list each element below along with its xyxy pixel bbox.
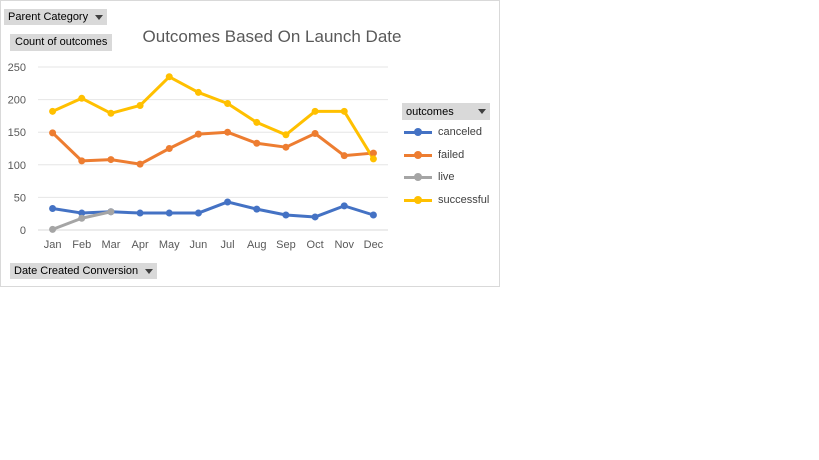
x-tick-label: Apr: [132, 239, 149, 251]
x-tick-label: Dec: [364, 239, 384, 251]
data-point-canceled: [369, 211, 377, 219]
data-point-failed: [369, 149, 377, 157]
y-tick-label: 100: [8, 160, 26, 172]
legend-label: live: [438, 171, 455, 183]
data-point-failed: [194, 130, 202, 138]
legend-item-live: live: [404, 169, 455, 185]
data-point-successful: [107, 109, 115, 117]
parent-category-label: Parent Category: [8, 11, 89, 23]
data-point-canceled: [78, 209, 86, 217]
series-line-failed: [51, 130, 375, 166]
outcomes-legend-label: outcomes: [406, 105, 454, 118]
x-tick-label: Feb: [72, 239, 91, 251]
legend-label: canceled: [438, 126, 483, 138]
legend-swatch-icon: [404, 169, 432, 185]
data-point-failed: [78, 157, 86, 165]
legend-swatch-icon: [404, 124, 432, 140]
data-point-canceled: [311, 213, 319, 221]
data-point-successful: [311, 107, 319, 115]
x-tick-label: Jan: [44, 239, 62, 251]
data-point-failed: [253, 139, 261, 147]
legend-swatch-icon: [404, 192, 432, 208]
line-chart: Outcomes Based On Launch Date 0 50 100 150 2…: [8, 27, 402, 251]
data-point-failed: [311, 130, 319, 138]
data-point-canceled: [49, 204, 57, 212]
outcomes-legend-filter-button[interactable]: outcomes: [402, 103, 490, 120]
legend-item-canceled: canceled: [404, 124, 482, 140]
data-point-canceled: [194, 209, 202, 217]
data-point-successful: [165, 73, 173, 81]
data-point-successful: [340, 107, 348, 115]
date-created-label: Date Created Conversion: [14, 265, 139, 277]
data-point-failed: [136, 160, 144, 168]
data-point-successful: [194, 88, 202, 96]
data-point-failed: [340, 152, 348, 160]
parent-category-filter-button[interactable]: Parent Category: [4, 9, 108, 25]
y-tick-label: 50: [14, 192, 26, 204]
x-tick-label: Aug: [247, 239, 267, 251]
x-tick-label: May: [159, 239, 180, 251]
y-tick-label: 200: [8, 95, 26, 107]
x-tick-label: Jun: [190, 239, 208, 251]
data-point-canceled: [224, 198, 232, 206]
count-of-outcomes-label: Count of outcomes: [10, 34, 113, 51]
x-tick-label: Oct: [307, 239, 324, 251]
series-line-successful: [51, 75, 375, 161]
data-point-failed: [107, 156, 115, 164]
data-point-successful: [282, 131, 290, 139]
data-point-failed: [49, 129, 57, 137]
data-point-live: [107, 208, 115, 216]
chart-title: Outcomes Based On Launch Date: [143, 27, 402, 46]
legend-label: successful: [438, 193, 490, 206]
date-created-filter-button[interactable]: Date Created Conversion: [10, 263, 158, 279]
x-tick-label: Nov: [334, 239, 354, 251]
y-tick-label: 250: [8, 62, 26, 74]
data-point-canceled: [136, 209, 144, 217]
data-point-failed: [282, 143, 290, 151]
data-point-canceled: [253, 205, 261, 213]
legend-item-successful: successful: [404, 192, 489, 208]
data-point-successful: [136, 101, 144, 109]
legend-item-failed: failed: [404, 147, 464, 163]
data-point-successful: [369, 155, 377, 163]
x-tick-label: Jul: [221, 239, 235, 251]
data-point-canceled: [282, 211, 290, 219]
data-point-successful: [253, 118, 261, 126]
legend-swatch-icon: [404, 147, 432, 163]
x-tick-label: Mar: [101, 239, 120, 251]
data-point-canceled: [340, 202, 348, 210]
y-tick-label: 150: [8, 127, 26, 139]
legend-label: failed: [438, 148, 465, 161]
data-point-live: [49, 225, 57, 233]
data-point-failed: [224, 128, 232, 136]
data-point-live: [78, 214, 86, 222]
x-tick-label: Sep: [276, 239, 296, 251]
data-point-canceled: [165, 209, 173, 217]
data-point-successful: [49, 107, 57, 115]
data-point-failed: [165, 145, 173, 152]
data-point-successful: [224, 100, 232, 108]
data-point-successful: [78, 94, 86, 102]
dropdown-arrow-icon: [478, 109, 486, 114]
dropdown-arrow-icon: [145, 268, 154, 274]
y-tick-label: 0: [20, 225, 26, 237]
dropdown-arrow-icon: [95, 14, 104, 20]
